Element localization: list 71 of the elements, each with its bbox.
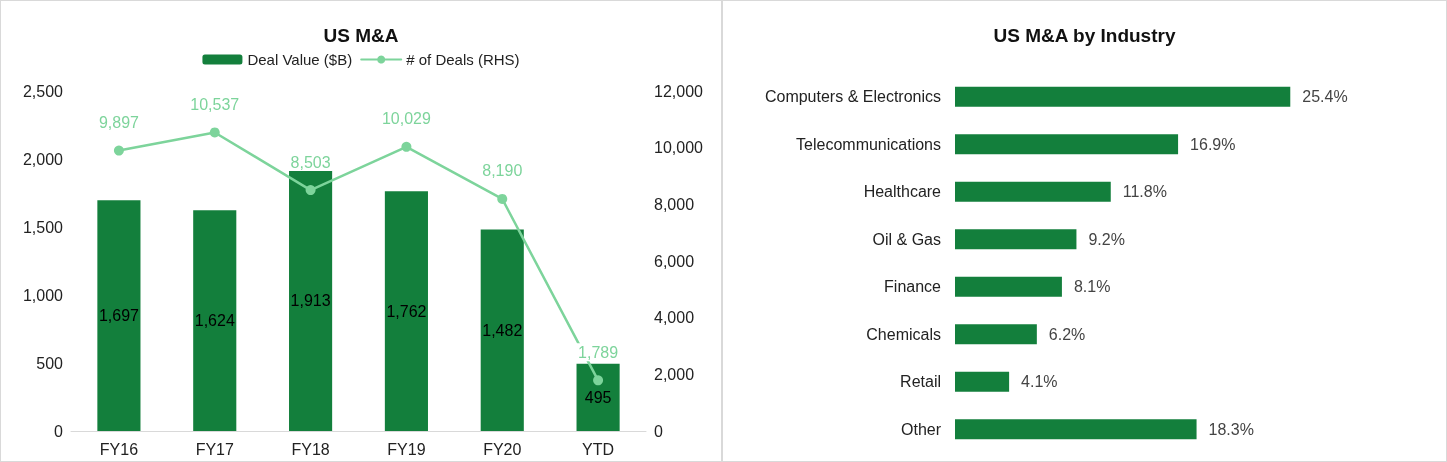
data-label: 8,190 <box>482 162 523 180</box>
x-tick-label: FY20 <box>483 440 522 458</box>
y-tick-label: Retail <box>900 373 941 391</box>
data-label: 10,537 <box>190 95 240 113</box>
bar <box>576 363 620 431</box>
data-label: 9.2% <box>1088 230 1125 248</box>
x-tick-label: FY19 <box>387 440 426 458</box>
y-tick-label: Telecommunications <box>796 135 941 153</box>
data-label: 495 <box>584 388 612 406</box>
bar <box>955 371 1010 392</box>
legend-label: # of Deals (RHS) <box>406 51 520 68</box>
y-tick-label: Chemicals <box>866 325 941 343</box>
y-tick-label: Healthcare <box>863 183 942 201</box>
chart-title: US M&A by Industry <box>993 25 1176 46</box>
data-label: 6.2% <box>1048 325 1086 343</box>
bar <box>955 229 1077 250</box>
bar <box>955 181 1111 202</box>
bar <box>955 419 1197 440</box>
data-label: 1,762 <box>386 302 427 320</box>
y2-tick-label: 2,000 <box>654 365 695 383</box>
y-tick-label: 1,500 <box>22 218 64 236</box>
data-label: 25.4% <box>1302 88 1348 106</box>
y2-tick-label: 6,000 <box>654 252 695 270</box>
data-label: 8.1% <box>1073 278 1111 296</box>
y-tick-label: Finance <box>884 278 942 296</box>
y-tick-label: 500 <box>36 354 64 372</box>
point <box>593 375 604 386</box>
bar <box>193 210 237 431</box>
y2-tick-label: 4,000 <box>654 309 695 327</box>
point <box>305 185 316 196</box>
point <box>401 141 412 152</box>
x-tick-label: YTD <box>582 440 615 458</box>
bar <box>480 229 524 431</box>
bar <box>384 191 428 431</box>
data-label: 1,697 <box>98 307 140 325</box>
point <box>209 127 220 138</box>
data-label: 18.3% <box>1208 420 1254 438</box>
y-tick-label: 1,000 <box>22 286 64 304</box>
data-label: 1,482 <box>482 321 523 339</box>
y-tick-label: Oil & Gas <box>872 230 941 248</box>
bar <box>955 134 1179 155</box>
y-tick-label: 2,000 <box>22 150 64 168</box>
bar <box>97 200 141 431</box>
data-label: 11.8% <box>1122 183 1167 201</box>
y2-tick-label: 10,000 <box>654 139 704 157</box>
bar <box>289 170 333 431</box>
point <box>113 145 124 156</box>
data-label: 1,913 <box>290 292 331 310</box>
point <box>497 193 508 204</box>
y-tick-label: Other <box>900 420 942 438</box>
data-label: 16.9% <box>1190 135 1236 153</box>
x-tick-label: FY16 <box>99 440 139 458</box>
y2-tick-label: 8,000 <box>654 195 695 213</box>
y2-tick-label: 0 <box>654 422 663 440</box>
data-label: 8,503 <box>290 153 331 171</box>
data-label: 4.1% <box>1021 373 1058 391</box>
y-tick-label: 2,500 <box>22 82 64 100</box>
data-label: 9,897 <box>98 114 140 132</box>
bar <box>955 86 1291 107</box>
y-tick-label: 0 <box>54 422 64 440</box>
legend-label: Deal Value ($B) <box>247 51 353 68</box>
chart-title: US M&A <box>323 25 399 46</box>
y2-tick-label: 12,000 <box>654 82 704 100</box>
bar <box>955 276 1062 297</box>
data-label: 1,789 <box>578 343 619 361</box>
y-tick-label: Computers & Electronics <box>764 88 941 106</box>
x-tick-label: FY17 <box>195 440 234 458</box>
x-tick-label: FY18 <box>291 440 330 458</box>
bar <box>955 324 1037 345</box>
data-label: 10,029 <box>381 110 431 128</box>
data-label: 1,624 <box>194 312 235 330</box>
